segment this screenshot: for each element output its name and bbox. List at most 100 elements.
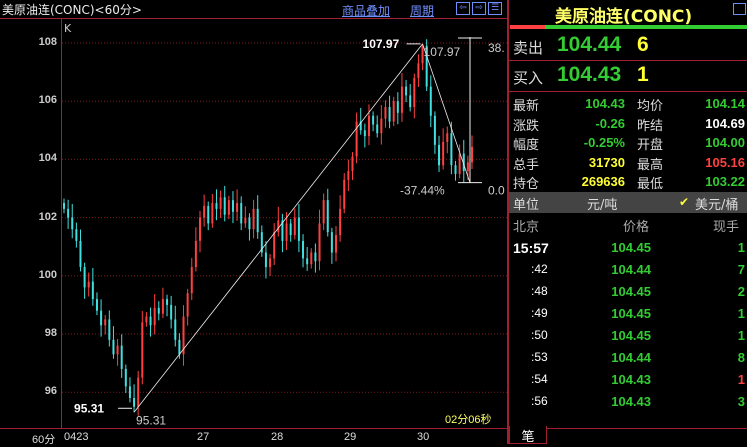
high-label: 107.97	[424, 45, 461, 59]
ticks-header-volume: 现手	[713, 220, 740, 235]
candle-body	[326, 200, 329, 233]
candle-body	[359, 121, 362, 131]
stat-label: 持仓	[513, 177, 540, 192]
candle-body	[252, 208, 255, 230]
stat-value: -0.25%	[583, 135, 625, 150]
stat-label: 最高	[637, 157, 664, 173]
y-axis: K	[0, 19, 71, 428]
scroll-right-button[interactable]: ⇨	[472, 2, 486, 15]
tick-volume: 1	[737, 328, 745, 343]
period-link[interactable]: 周期	[410, 4, 435, 18]
candle-body	[289, 223, 292, 236]
high-label: 107.97	[363, 37, 400, 51]
candle-body	[166, 299, 169, 305]
chart-title: 美原油连(CONC)<60分>	[2, 3, 142, 17]
unit-option-usd-barrel[interactable]: 美元/桶	[695, 198, 739, 213]
candle-body	[91, 281, 94, 300]
tick-time: :49	[531, 306, 548, 320]
candle-body	[133, 398, 136, 407]
period-label: 60分	[32, 434, 56, 446]
overlay-link[interactable]: 商品叠加	[342, 4, 391, 18]
candle-body	[211, 203, 214, 224]
candlestick-chart[interactable]: 107.97 107.97 95.31 95.31 38. 0.0 -37.44%	[62, 19, 507, 428]
candle-body	[153, 307, 156, 326]
y-tick: 98	[44, 327, 57, 339]
candle-body	[67, 208, 70, 218]
y-tick: 100	[38, 268, 57, 281]
stat-row: 最新 104.43 均价 104.14	[509, 94, 747, 114]
tick-volume: 1	[737, 306, 745, 321]
sell-volume: 6	[637, 33, 649, 56]
y-tick: 106	[38, 94, 57, 107]
stat-label: 最低	[637, 177, 664, 192]
tick-volume: 7	[737, 262, 745, 277]
candle-body	[231, 200, 234, 212]
candle-body	[157, 307, 160, 314]
candle-body	[240, 203, 243, 224]
tick-time: :54	[531, 372, 548, 386]
indicator-label: K	[64, 22, 72, 35]
low-label: 95.31	[74, 401, 104, 415]
candle-body	[392, 101, 395, 122]
measure-top-label: 38.	[488, 41, 505, 55]
stat-label: 开盘	[637, 138, 664, 153]
candle-body	[405, 86, 408, 96]
layout-button[interactable]: ☰	[488, 2, 502, 15]
candle-body	[471, 146, 473, 163]
candle-body	[466, 162, 469, 172]
candle-body	[170, 304, 173, 320]
candle-body	[376, 124, 379, 134]
candle-body	[297, 217, 300, 241]
tick-volume: 8	[737, 350, 745, 365]
unit-row: 单位 元/吨 ✔ 美元/桶	[509, 192, 747, 213]
candle-body	[335, 235, 337, 253]
candle-body	[141, 322, 144, 378]
candle-body	[124, 368, 127, 387]
tick-price: 104.43	[611, 372, 651, 387]
candle-body	[112, 339, 115, 355]
candle-body	[293, 217, 296, 236]
stat-row: 涨跌 -0.26 昨结 104.69	[509, 114, 747, 134]
tick-price: 104.44	[611, 350, 651, 365]
buy-price: 104.43	[557, 63, 622, 86]
trend-line	[133, 43, 423, 413]
unit-option-cny-ton[interactable]: 元/吨	[587, 198, 618, 213]
unit-label: 单位	[513, 198, 540, 213]
stat-row: 幅度 -0.25% 开盘 104.00	[509, 133, 747, 153]
tick-row: :48 104.45 2	[509, 282, 747, 302]
candle-body	[306, 258, 309, 265]
tab-ticks[interactable]: 笔	[509, 426, 547, 445]
candle-body	[310, 252, 313, 265]
candle-body	[417, 63, 420, 78]
maximize-icon[interactable]	[733, 3, 746, 15]
candle-body	[178, 339, 181, 355]
stat-value: -0.26	[595, 115, 625, 131]
y-tick: 104	[38, 152, 57, 165]
candle-body	[302, 240, 305, 259]
stat-row: 持仓 269636 最低 103.22	[509, 172, 747, 192]
buy-label: 买入	[513, 69, 544, 87]
stat-value: 104.14	[705, 96, 745, 111]
candle-body	[388, 107, 391, 122]
x-axis: 60分 0423 27 28 29 30	[0, 428, 507, 446]
scroll-left-button[interactable]: ⇦	[456, 2, 470, 15]
chart-header: 美原油连(CONC)<60分> 商品叠加 周期 ⇦ ⇨ ☰	[0, 0, 507, 19]
tick-price: 104.43	[611, 394, 651, 409]
candle-body	[269, 258, 272, 268]
x-tick: 28	[271, 431, 284, 443]
candle-body	[145, 316, 148, 323]
quote-name: 美原油连(CONC)	[555, 7, 693, 27]
check-icon: ✔	[679, 195, 690, 209]
candle-body	[347, 171, 350, 180]
candle-body	[227, 200, 230, 215]
tick-volume: 1	[737, 240, 745, 255]
stat-label: 均价	[637, 99, 664, 114]
candle-body	[223, 197, 226, 215]
stat-label: 幅度	[513, 138, 540, 153]
candle-body	[396, 101, 399, 113]
candle-body	[409, 95, 412, 108]
tick-time: 15:57	[513, 240, 549, 256]
tick-price: 104.45	[611, 240, 651, 255]
candle-body	[215, 203, 218, 209]
candle-body	[425, 45, 428, 87]
